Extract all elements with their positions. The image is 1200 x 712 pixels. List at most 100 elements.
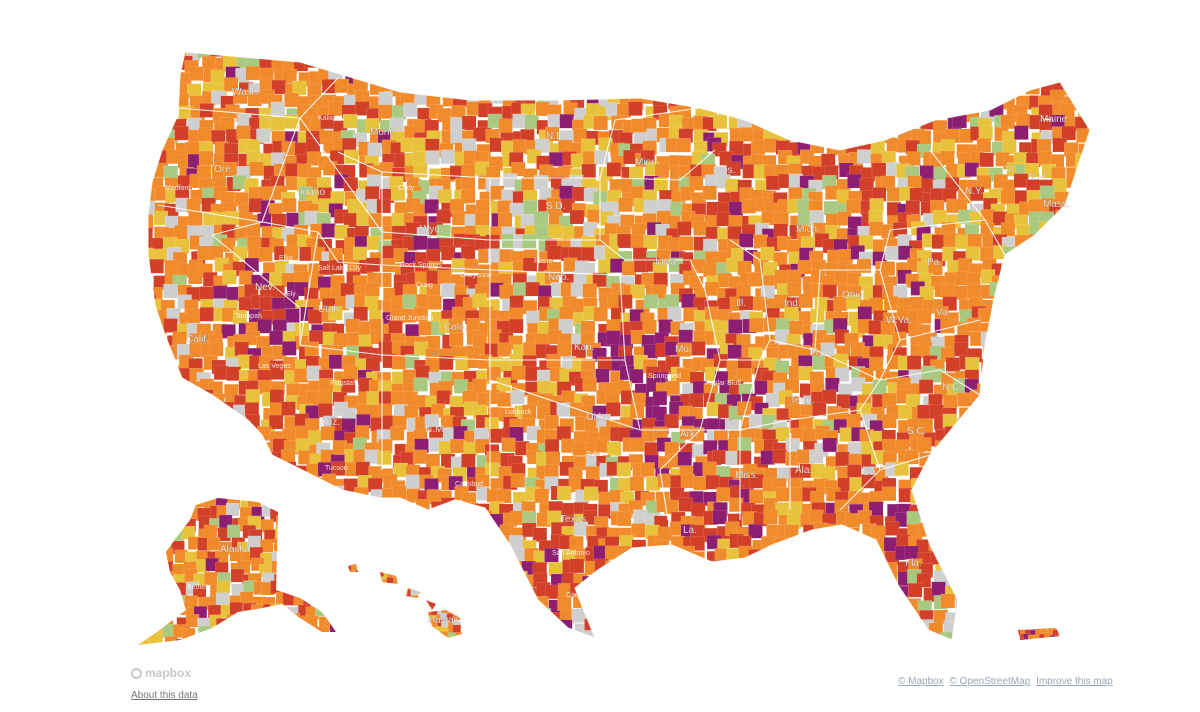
county-cell[interactable]: [435, 636, 444, 645]
county-cell[interactable]: [941, 486, 957, 501]
county-cell[interactable]: [678, 329, 693, 344]
county-cell[interactable]: [240, 627, 254, 642]
county-cell[interactable]: [1050, 474, 1065, 489]
county-cell[interactable]: [223, 419, 238, 434]
county-cell[interactable]: [546, 622, 561, 637]
county-cell[interactable]: [820, 583, 836, 598]
county-cell[interactable]: [151, 332, 166, 348]
county-cell[interactable]: [835, 451, 850, 467]
county-cell[interactable]: [617, 559, 632, 575]
county-cell[interactable]: [966, 94, 982, 109]
county-cell[interactable]: [149, 535, 164, 551]
county-cell[interactable]: [1065, 426, 1080, 441]
county-cell[interactable]: [833, 563, 848, 578]
county-cell[interactable]: [713, 353, 728, 369]
county-cell[interactable]: [704, 46, 719, 61]
county-cell[interactable]: [448, 597, 457, 606]
county-cell[interactable]: [281, 580, 295, 594]
county-cell[interactable]: [381, 613, 390, 623]
county-cell[interactable]: [152, 503, 167, 519]
county-cell[interactable]: [680, 473, 696, 489]
county-cell[interactable]: [446, 577, 456, 586]
county-cell[interactable]: [1040, 533, 1055, 548]
county-cell[interactable]: [683, 90, 698, 106]
county-cell[interactable]: [395, 582, 404, 592]
county-cell[interactable]: [631, 548, 646, 563]
county-cell[interactable]: [352, 632, 361, 641]
county-cell[interactable]: [273, 606, 288, 621]
county-cell[interactable]: [535, 138, 550, 153]
county-cell[interactable]: [153, 524, 168, 539]
county-cell[interactable]: [857, 306, 872, 321]
county-cell[interactable]: [317, 535, 333, 550]
county-cell[interactable]: [738, 564, 753, 579]
county-cell[interactable]: [363, 588, 372, 597]
county-cell[interactable]: [452, 512, 467, 527]
county-cell[interactable]: [1040, 465, 1056, 480]
county-cell[interactable]: [1072, 408, 1088, 423]
county-cell[interactable]: [376, 635, 392, 650]
county-cell[interactable]: [369, 593, 384, 609]
county-cell[interactable]: [304, 210, 319, 226]
county-cell[interactable]: [150, 590, 165, 605]
county-cell[interactable]: [401, 612, 410, 621]
county-cell[interactable]: [458, 584, 466, 594]
county-cell[interactable]: [163, 495, 177, 508]
county-cell[interactable]: [978, 499, 993, 514]
county-cell[interactable]: [716, 487, 731, 502]
county-cell[interactable]: [762, 92, 777, 107]
county-cell[interactable]: [521, 177, 536, 193]
county-cell[interactable]: [798, 611, 813, 626]
county-cell[interactable]: [308, 508, 323, 523]
county-cell[interactable]: [143, 505, 158, 519]
county-cell[interactable]: [904, 113, 919, 129]
county-cell[interactable]: [1000, 114, 1015, 129]
county-cell[interactable]: [787, 269, 802, 284]
county-cell[interactable]: [459, 577, 468, 586]
county-cell[interactable]: [525, 281, 540, 297]
county-cell[interactable]: [140, 332, 155, 348]
county-cell[interactable]: [280, 569, 295, 585]
county-cell[interactable]: [308, 525, 322, 539]
county-cell[interactable]: [954, 55, 969, 71]
county-cell[interactable]: [453, 590, 462, 599]
county-cell[interactable]: [941, 283, 956, 299]
county-cell[interactable]: [253, 647, 266, 660]
county-cell[interactable]: [415, 43, 430, 58]
county-cell[interactable]: [214, 636, 229, 651]
county-cell[interactable]: [231, 629, 245, 643]
county-cell[interactable]: [881, 607, 896, 622]
county-cell[interactable]: [871, 46, 887, 60]
county-cell[interactable]: [743, 635, 758, 650]
county-cell[interactable]: [1074, 500, 1089, 515]
county-cell[interactable]: [1052, 178, 1067, 193]
county-cell[interactable]: [1006, 43, 1021, 57]
county-cell[interactable]: [1037, 512, 1053, 527]
county-cell[interactable]: [214, 406, 229, 421]
county-cell[interactable]: [798, 103, 814, 119]
county-cell[interactable]: [282, 475, 298, 490]
county-cell[interactable]: [424, 58, 439, 73]
county-cell[interactable]: [437, 269, 452, 285]
county-cell[interactable]: [630, 588, 645, 603]
county-cell[interactable]: [262, 617, 276, 632]
county-cell[interactable]: [1025, 558, 1040, 574]
county-cell[interactable]: [499, 585, 514, 601]
county-cell[interactable]: [643, 551, 658, 566]
county-cell[interactable]: [281, 572, 295, 586]
county-cell[interactable]: [802, 91, 817, 106]
county-cell[interactable]: [970, 80, 985, 96]
county-cell[interactable]: [940, 150, 955, 166]
county-cell[interactable]: [345, 624, 354, 634]
county-cell[interactable]: [810, 92, 826, 107]
county-cell[interactable]: [655, 539, 670, 555]
county-cell[interactable]: [1042, 548, 1058, 563]
county-cell[interactable]: [833, 84, 848, 99]
county-cell[interactable]: [161, 506, 175, 520]
county-cell[interactable]: [175, 463, 191, 478]
county-cell[interactable]: [258, 247, 273, 262]
county-cell[interactable]: [510, 44, 526, 58]
county-cell[interactable]: [377, 614, 386, 623]
county-cell[interactable]: [437, 600, 446, 609]
